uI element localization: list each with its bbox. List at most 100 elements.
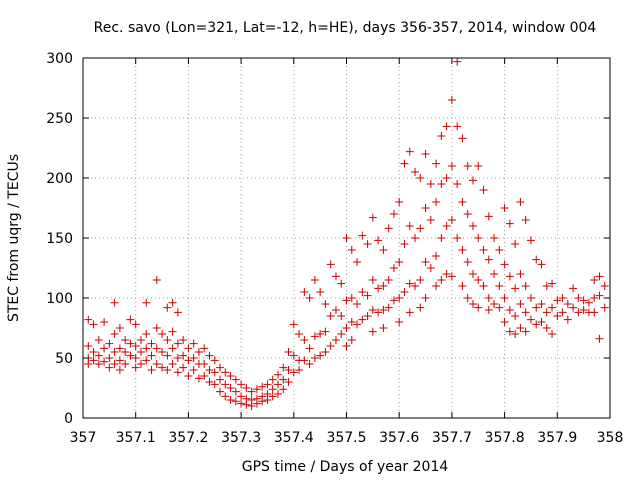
data-point — [147, 366, 156, 374]
data-point — [432, 282, 441, 290]
data-point — [468, 176, 477, 185]
data-point — [337, 312, 346, 320]
data-point — [426, 216, 435, 224]
data-point — [411, 282, 420, 290]
data-point — [300, 336, 309, 344]
data-point — [453, 180, 462, 188]
data-point — [521, 282, 530, 290]
data-point — [437, 276, 446, 284]
data-point — [490, 270, 499, 278]
data-point — [474, 162, 483, 170]
data-point — [279, 375, 288, 384]
data-point — [426, 180, 435, 188]
data-point — [474, 303, 483, 312]
data-point — [152, 344, 161, 353]
data-point — [432, 159, 441, 168]
data-point — [500, 260, 509, 269]
data-point — [537, 318, 546, 326]
data-point — [216, 375, 225, 384]
data-point — [395, 318, 404, 326]
data-point — [115, 324, 124, 332]
data-point — [342, 296, 351, 305]
data-point — [273, 390, 282, 398]
data-point — [432, 198, 441, 206]
data-point — [110, 298, 119, 307]
data-point — [569, 303, 578, 312]
data-point — [105, 354, 114, 362]
data-point — [432, 252, 441, 260]
data-point — [405, 279, 414, 288]
data-point — [163, 366, 172, 374]
data-point — [242, 400, 251, 409]
data-point — [447, 162, 456, 170]
x-tick-label: 357 — [70, 430, 97, 446]
data-point — [189, 354, 198, 362]
data-point — [453, 57, 462, 66]
data-point — [595, 334, 604, 343]
data-point — [584, 298, 593, 307]
data-point — [252, 399, 261, 408]
data-point — [326, 260, 335, 269]
data-point — [152, 360, 161, 368]
data-point — [100, 344, 109, 353]
data-point — [231, 375, 240, 384]
data-point — [168, 344, 177, 353]
data-point — [463, 294, 472, 302]
data-point — [437, 234, 446, 242]
data-point — [216, 387, 225, 396]
y-tick-label: 0 — [64, 411, 73, 427]
data-point — [115, 344, 124, 353]
data-point — [131, 363, 140, 372]
data-point — [237, 380, 246, 389]
data-point — [194, 348, 203, 356]
x-axis-label: GPS time / Days of year 2014 — [242, 459, 449, 475]
data-point — [300, 288, 309, 296]
data-point — [479, 246, 488, 254]
data-point — [321, 300, 330, 308]
data-point — [563, 300, 572, 308]
data-point — [210, 380, 219, 389]
data-point — [505, 219, 514, 228]
data-point — [305, 360, 314, 368]
data-point — [484, 294, 493, 302]
data-point — [121, 336, 130, 344]
data-point — [374, 308, 383, 317]
data-point — [479, 282, 488, 290]
data-point — [316, 330, 325, 338]
data-point — [400, 288, 409, 296]
x-tick-label: 357.3 — [221, 430, 261, 446]
data-point — [548, 279, 557, 288]
data-point — [569, 284, 578, 293]
data-point — [247, 402, 256, 410]
data-point — [84, 315, 93, 324]
data-point — [184, 372, 193, 380]
data-point — [163, 336, 172, 344]
data-point — [495, 303, 504, 312]
data-point — [279, 363, 288, 372]
data-point — [184, 344, 193, 353]
data-point — [526, 315, 535, 324]
data-point — [516, 198, 525, 206]
data-point — [136, 360, 145, 368]
data-point — [474, 234, 483, 242]
data-point — [168, 360, 177, 368]
data-point — [131, 354, 140, 362]
data-point — [200, 344, 209, 353]
data-point — [442, 174, 451, 182]
data-point — [300, 356, 309, 365]
data-point — [295, 330, 304, 338]
data-point — [468, 270, 477, 278]
data-point — [437, 132, 446, 140]
data-point — [511, 240, 520, 248]
data-point — [131, 342, 140, 350]
data-point — [263, 380, 272, 389]
data-point — [247, 387, 256, 396]
data-point — [279, 385, 288, 394]
data-point — [189, 366, 198, 374]
y-tick-label: 100 — [46, 291, 73, 307]
data-point — [347, 318, 356, 326]
data-point — [421, 258, 430, 266]
data-point — [595, 272, 604, 281]
data-point — [126, 339, 135, 348]
